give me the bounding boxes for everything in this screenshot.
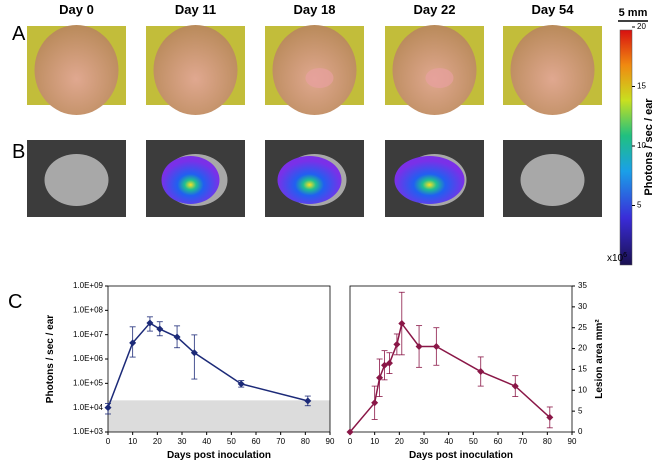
x-tick-label: 50	[227, 437, 236, 446]
day-label: Day 54	[532, 2, 575, 17]
y-tick-label: 5	[578, 406, 583, 415]
x-tick-label: 90	[326, 437, 335, 446]
y-tick-label: 1.0E+09	[73, 281, 104, 290]
x-tick-label: 30	[178, 437, 187, 446]
plot-frame	[349, 285, 573, 433]
ear-image	[44, 154, 109, 206]
y-tick-label: 1.0E+06	[73, 354, 104, 363]
data-point	[415, 342, 423, 350]
y-tick-label: 30	[578, 302, 587, 311]
signal	[277, 156, 342, 204]
exponent: 6	[623, 252, 627, 259]
y-tick-label: 10	[578, 385, 587, 394]
data-point	[381, 361, 389, 369]
colorbar-tick-label: 5	[637, 201, 642, 210]
y-tick-label: 1.0E+08	[73, 305, 104, 314]
multiplier: x10	[607, 253, 624, 264]
y-tick-label: 20	[578, 344, 587, 353]
x-tick-label: 10	[370, 437, 379, 446]
data-point	[190, 349, 198, 357]
colorbar	[619, 29, 633, 266]
colorbar-label: Photons / sec / ear	[643, 98, 655, 196]
y-tick-label: 15	[578, 365, 587, 374]
x-tick-label: 60	[252, 437, 261, 446]
colorbar-tick-label: 15	[637, 82, 646, 91]
colorbar-tick-label: 20	[637, 22, 646, 31]
y-tick-label: 25	[578, 323, 587, 332]
data-point	[129, 339, 137, 347]
data-point	[376, 374, 384, 382]
day-label: Day 22	[414, 2, 456, 17]
data-point	[156, 325, 164, 333]
ear-image	[520, 154, 585, 206]
error-bar	[191, 334, 198, 380]
y-tick-label: 1.0E+05	[73, 378, 104, 387]
data-point	[173, 333, 181, 341]
x-axis-label: Days post inoculation	[167, 450, 271, 461]
x-tick-label: 80	[301, 437, 310, 446]
data-point	[398, 320, 406, 328]
data-point	[546, 413, 554, 421]
x-tick-label: 40	[202, 437, 211, 446]
y-axis-label: Photons / sec / ear	[45, 315, 56, 403]
x-tick-label: 20	[395, 437, 404, 446]
data-line	[349, 321, 551, 433]
x-axis-label: Days post inoculation	[409, 450, 513, 461]
y-tick-label: 1.0E+03	[73, 427, 104, 436]
data-point	[237, 380, 245, 388]
panel-label: B	[12, 141, 25, 163]
data-point	[477, 368, 485, 376]
signal	[161, 156, 220, 204]
photos	[27, 25, 602, 217]
x-tick-label: 70	[518, 437, 527, 446]
data-line	[107, 322, 308, 408]
y-tick-label: 1.0E+07	[73, 330, 104, 339]
x-tick-label: 0	[106, 437, 111, 446]
lesion	[305, 68, 334, 88]
shaded-range	[108, 400, 330, 432]
x-tick-label: 40	[444, 437, 453, 446]
data-point	[146, 319, 154, 327]
x-tick-label: 60	[494, 437, 503, 446]
lesion	[425, 68, 454, 88]
x-tick-label: 10	[128, 437, 137, 446]
data-point	[304, 397, 312, 405]
data-point	[432, 342, 440, 350]
x-tick-label: 20	[153, 437, 162, 446]
panel-label: A	[12, 23, 26, 45]
signal	[394, 156, 465, 204]
panel-label: C	[8, 291, 22, 313]
data-point	[393, 340, 401, 348]
ear	[153, 25, 238, 115]
data-point	[385, 359, 393, 367]
day-label: Day 0	[59, 2, 94, 17]
scale-bar-label: 5 mm	[619, 7, 648, 19]
y-axis-label: Lesion area mm²	[594, 319, 605, 399]
colorbar-multiplier: x106	[607, 252, 627, 264]
data-point	[511, 382, 519, 390]
y-tick-label: 1.0E+04	[73, 403, 104, 412]
data-point	[346, 428, 354, 436]
y-tick-label: 0	[578, 427, 583, 436]
ear	[34, 25, 119, 115]
data-point	[104, 404, 112, 412]
ear	[510, 25, 595, 115]
x-tick-label: 90	[568, 437, 577, 446]
y-tick-label: 35	[578, 281, 587, 290]
data-point	[371, 399, 379, 407]
x-tick-label: 70	[276, 437, 285, 446]
colorbar-tick-label: 10	[637, 141, 646, 150]
x-tick-label: 50	[469, 437, 478, 446]
x-tick-label: 80	[543, 437, 552, 446]
x-tick-label: 30	[420, 437, 429, 446]
day-label: Day 11	[175, 2, 216, 17]
x-tick-label: 0	[348, 437, 353, 446]
day-label: Day 18	[294, 2, 336, 17]
